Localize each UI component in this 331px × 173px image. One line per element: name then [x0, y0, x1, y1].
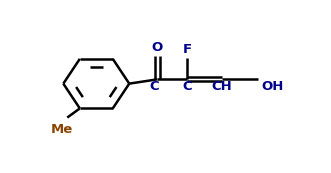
- Text: F: F: [182, 43, 192, 56]
- Text: O: O: [152, 41, 163, 54]
- Text: CH: CH: [211, 80, 232, 93]
- Text: C: C: [182, 80, 192, 93]
- Text: OH: OH: [262, 80, 284, 93]
- Text: C: C: [150, 80, 160, 93]
- Text: Me: Me: [51, 123, 73, 136]
